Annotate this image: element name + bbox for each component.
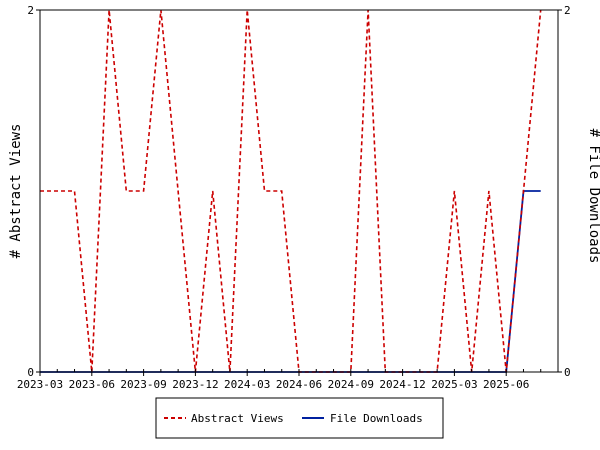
- legend-label-abstract-views: Abstract Views: [191, 412, 284, 425]
- x-tick-label: 2025-03: [431, 378, 477, 391]
- x-tick-label: 2023-03: [17, 378, 63, 391]
- y-right-axis-title: # File Downloads: [586, 129, 600, 264]
- y-left-tick-label: 2: [27, 4, 34, 17]
- x-tick-label: 2024-12: [379, 378, 425, 391]
- series-line-abstract-views: [40, 9, 542, 373]
- x-tick-label: 2024-06: [276, 378, 322, 391]
- legend: Abstract Views File Downloads: [155, 397, 444, 439]
- x-tick-label: 2023-12: [172, 378, 218, 391]
- x-tick-label: 2025-06: [483, 378, 529, 391]
- x-tick-label: 2024-03: [224, 378, 270, 391]
- legend-box: [155, 397, 444, 439]
- y-left-axis-title: # Abstract Views: [8, 124, 24, 259]
- legend-label-file-downloads: File Downloads: [330, 412, 423, 425]
- x-tick-label: 2023-06: [69, 378, 115, 391]
- y-left-tick-label: 0: [27, 366, 34, 379]
- plot-frame: [39, 9, 559, 373]
- y-right-tick-label: 2: [564, 4, 571, 17]
- x-tick-label: 2023-09: [120, 378, 166, 391]
- y-right-tick-label: 0: [564, 366, 571, 379]
- x-tick-label: 2024-09: [328, 378, 374, 391]
